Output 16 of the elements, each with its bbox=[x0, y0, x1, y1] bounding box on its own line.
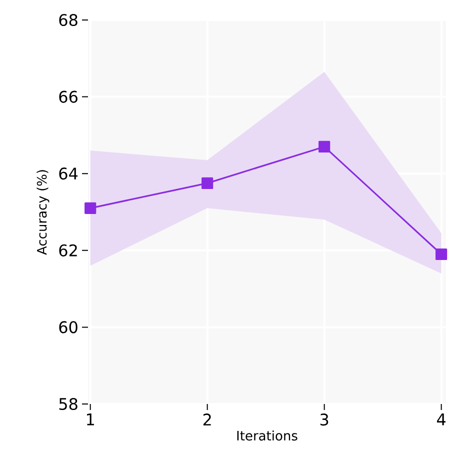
x-axis-title: Iterations bbox=[237, 430, 298, 441]
y-tick-label: 68 bbox=[59, 14, 78, 26]
x-tick-label: 3 bbox=[320, 414, 328, 426]
y-tick-label: 66 bbox=[59, 90, 78, 103]
x-tick-label: 4 bbox=[437, 414, 446, 426]
y-tick-label: 62 bbox=[59, 244, 77, 256]
x-tick-label: 2 bbox=[203, 414, 211, 426]
point bbox=[318, 140, 330, 153]
y-tick-label: 58 bbox=[59, 398, 78, 410]
y-axis-title: Accuracy (%) bbox=[36, 170, 50, 255]
y-tick-label: 64 bbox=[59, 168, 78, 180]
x-tick-label: 1 bbox=[87, 414, 94, 426]
point bbox=[202, 177, 214, 189]
point bbox=[436, 248, 448, 260]
point bbox=[84, 202, 96, 214]
y-tick-label: 60 bbox=[59, 321, 78, 334]
